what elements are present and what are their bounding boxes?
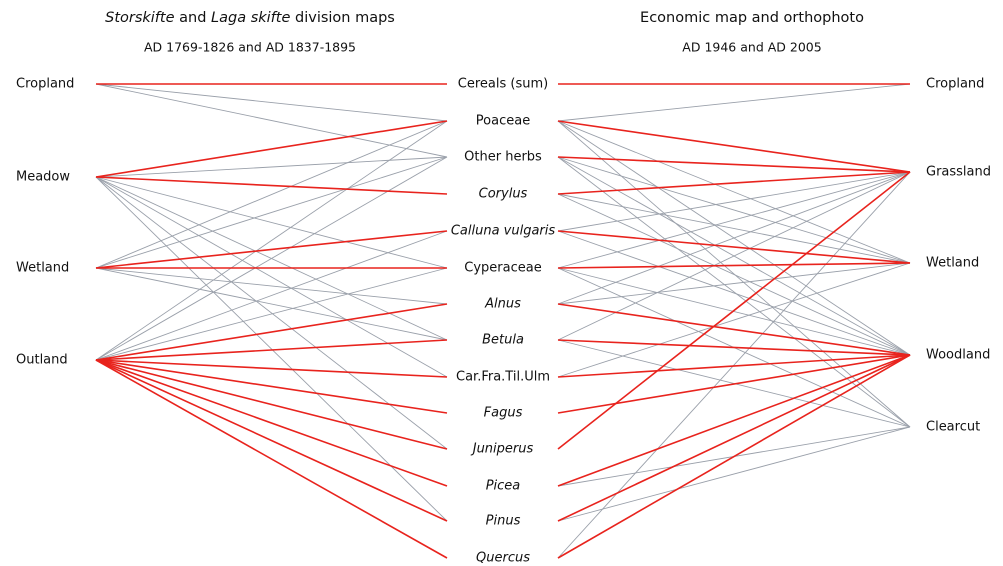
strong-link — [557, 339, 911, 356]
weak-link — [557, 171, 911, 559]
weak-link — [95, 230, 448, 361]
taxon: Juniperus — [470, 442, 534, 457]
weak-link — [95, 156, 448, 269]
weak-link — [95, 120, 448, 361]
weak-link — [557, 230, 911, 356]
weak-link — [557, 193, 911, 264]
strong-link — [557, 354, 911, 414]
taxon: Quercus — [476, 551, 530, 566]
weak-link — [95, 83, 448, 122]
weak-link — [557, 83, 911, 122]
right-node: Cropland — [926, 77, 984, 92]
strong-link — [557, 354, 911, 559]
right-node: Grassland — [926, 165, 991, 180]
taxon: Poaceae — [476, 114, 530, 129]
taxon: Alnus — [484, 297, 521, 312]
taxon: Calluna vulgaris — [451, 224, 556, 239]
left-title: Storskifte and Laga skifte division maps — [105, 10, 395, 26]
weak-link — [95, 267, 448, 305]
taxon: Cereals (sum) — [458, 77, 548, 92]
strong-link — [557, 262, 911, 269]
strong-link — [95, 359, 448, 378]
strong-link — [557, 354, 911, 378]
strong-link — [95, 359, 448, 559]
strong-link — [95, 359, 448, 450]
strong-link — [95, 303, 448, 361]
strong-link — [95, 359, 448, 487]
strong-link — [557, 120, 911, 173]
title-part: division maps — [295, 10, 395, 26]
weak-link — [95, 120, 448, 269]
strong-link — [557, 156, 911, 173]
taxon: Fagus — [484, 406, 523, 421]
weak-link — [557, 171, 911, 232]
strong-link — [557, 230, 911, 264]
strong-link — [95, 230, 448, 269]
weak-link — [557, 156, 911, 264]
taxon: Pinus — [486, 514, 521, 529]
right-subtitle: AD 1946 and AD 2005 — [682, 40, 821, 55]
strong-link — [95, 359, 448, 414]
left-node: Wetland — [16, 261, 69, 276]
weak-link — [557, 120, 911, 428]
weak-link — [95, 176, 448, 522]
title-part: Storskifte — [105, 10, 174, 26]
taxon: Car.Fra.Til.Ulm — [456, 370, 550, 385]
left-node: Meadow — [16, 170, 70, 185]
right-title: Economic map and orthophoto — [640, 10, 864, 26]
strong-link — [95, 339, 448, 361]
edges — [95, 83, 911, 559]
title-part: Laga skifte — [211, 10, 290, 26]
weak-link — [95, 267, 448, 361]
strong-link — [557, 171, 911, 195]
right-node: Clearcut — [926, 420, 980, 435]
right-node: Wetland — [926, 256, 979, 271]
strong-link — [95, 176, 448, 195]
taxon: Cyperaceae — [464, 261, 541, 276]
weak-link — [557, 262, 911, 378]
weak-link — [95, 267, 448, 341]
weak-link — [95, 83, 448, 158]
weak-link — [557, 426, 911, 522]
left-subtitle: AD 1769-1826 and AD 1837-1895 — [144, 40, 356, 55]
taxon: Betula — [482, 333, 524, 348]
strong-link — [95, 359, 448, 522]
taxon: Corylus — [479, 187, 528, 202]
strong-link — [95, 120, 448, 178]
taxon: Picea — [486, 479, 521, 494]
weak-link — [557, 120, 911, 264]
right-node: Woodland — [926, 348, 990, 363]
strong-link — [557, 354, 911, 487]
left-node: Outland — [16, 353, 68, 368]
strong-link — [557, 171, 911, 450]
weak-link — [95, 176, 448, 378]
strong-link — [557, 303, 911, 356]
title-part: and — [179, 10, 206, 26]
strong-link — [557, 354, 911, 522]
weak-link — [557, 262, 911, 305]
taxon: Other herbs — [464, 150, 542, 165]
left-node: Cropland — [16, 77, 74, 92]
